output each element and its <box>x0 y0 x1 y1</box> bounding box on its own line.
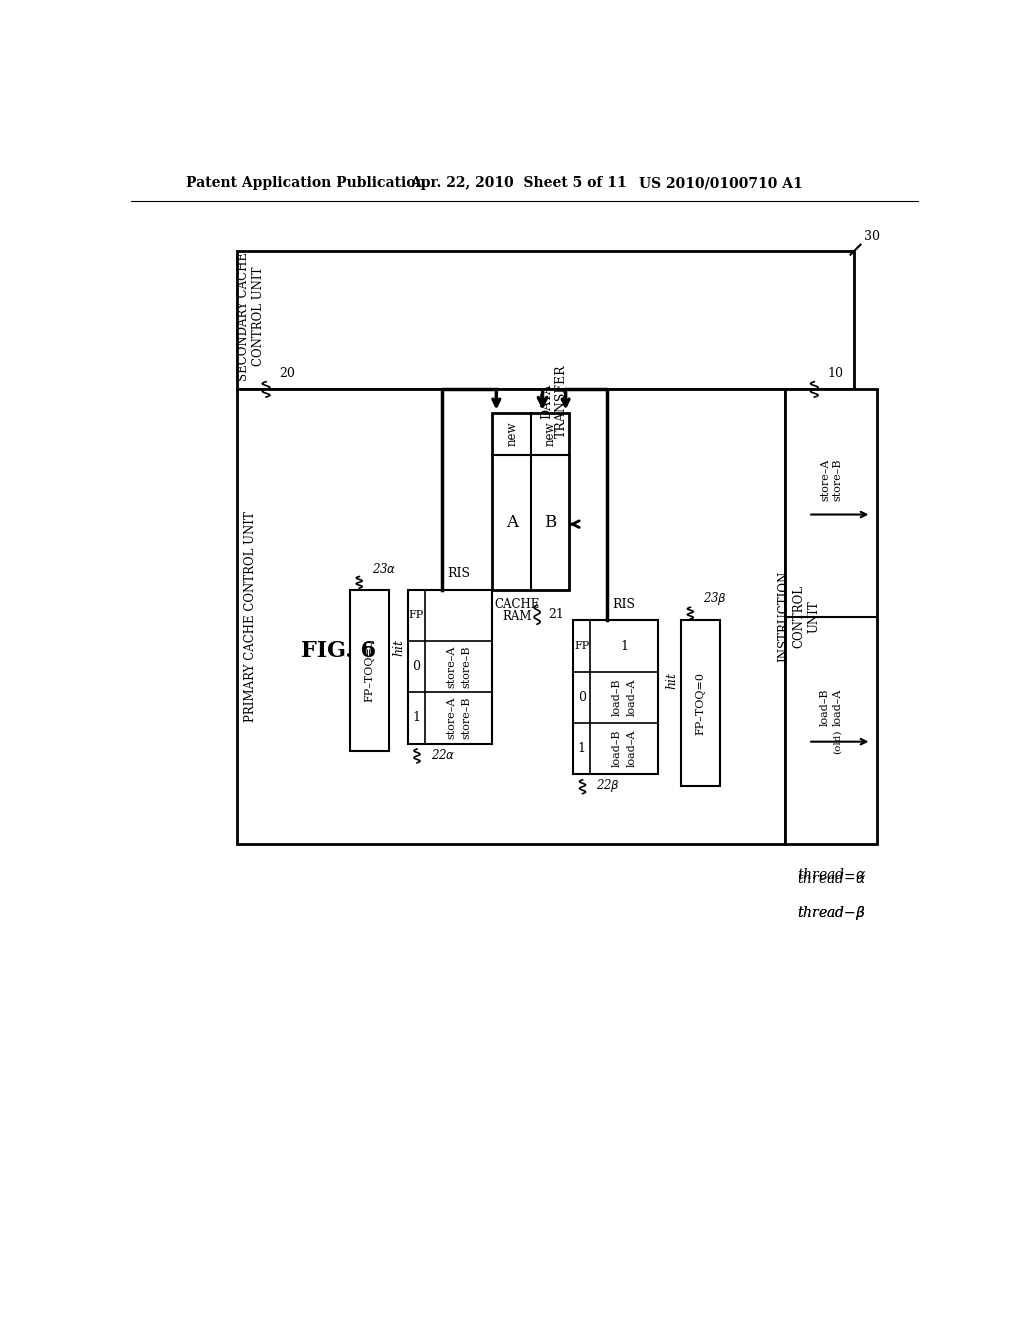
Text: load–A: load–A <box>627 678 637 715</box>
Text: 10: 10 <box>827 367 844 380</box>
Bar <box>350 590 388 751</box>
Bar <box>785 389 878 843</box>
Text: store–B: store–B <box>461 645 471 688</box>
Text: thread$-\beta$: thread$-\beta$ <box>797 904 865 921</box>
Text: load–B: load–B <box>611 678 622 717</box>
Text: 0: 0 <box>413 660 420 673</box>
Text: load–B: load–B <box>611 730 622 767</box>
Text: thread$-\beta$: thread$-\beta$ <box>797 904 865 921</box>
Text: FP–TOQ=0: FP–TOQ=0 <box>365 639 374 702</box>
Text: hit: hit <box>666 672 678 689</box>
Text: new: new <box>505 421 518 446</box>
Text: store–B: store–B <box>461 697 471 739</box>
Text: store–A: store–A <box>445 645 456 688</box>
Text: store–B: store–B <box>833 458 843 502</box>
Text: 22$\beta$: 22$\beta$ <box>596 777 621 795</box>
Bar <box>573 620 658 775</box>
Text: 1: 1 <box>413 711 420 725</box>
Text: FP–TOQ=0: FP–TOQ=0 <box>695 672 706 735</box>
Text: 20: 20 <box>280 367 295 380</box>
Text: FP: FP <box>574 642 590 651</box>
Text: 0: 0 <box>578 690 586 704</box>
Text: US 2010/0100710 A1: US 2010/0100710 A1 <box>639 176 803 190</box>
Text: DATA
TRANSFER: DATA TRANSFER <box>540 364 568 438</box>
Bar <box>237 251 854 389</box>
Text: load–A: load–A <box>833 688 843 726</box>
Text: A: A <box>506 513 518 531</box>
Text: thread$-\alpha$: thread$-\alpha$ <box>797 871 866 886</box>
Text: RAM: RAM <box>503 610 531 623</box>
Text: store–A: store–A <box>820 458 830 502</box>
Text: new: new <box>544 421 557 446</box>
Bar <box>493 413 569 590</box>
Text: B: B <box>544 513 556 531</box>
Text: hit: hit <box>392 639 406 656</box>
Text: load–A: load–A <box>627 730 637 767</box>
Bar <box>237 389 785 843</box>
Text: PRIMARY CACHE CONTROL UNIT: PRIMARY CACHE CONTROL UNIT <box>244 511 257 722</box>
Text: 21: 21 <box>548 607 564 620</box>
Text: 23$\alpha$: 23$\alpha$ <box>372 562 396 576</box>
Text: SECONDARY CACHE
CONTROL UNIT: SECONDARY CACHE CONTROL UNIT <box>237 252 264 380</box>
Text: thread$-\alpha$: thread$-\alpha$ <box>797 867 866 882</box>
Text: 23$\beta$: 23$\beta$ <box>702 590 727 607</box>
Text: RIS: RIS <box>612 598 636 611</box>
Text: Apr. 22, 2010  Sheet 5 of 11: Apr. 22, 2010 Sheet 5 of 11 <box>410 176 627 190</box>
Text: load–B: load–B <box>820 688 830 726</box>
Text: INSTRUCTION
CONTROL
UNIT: INSTRUCTION CONTROL UNIT <box>777 572 820 663</box>
Bar <box>408 590 493 743</box>
Text: CACHE: CACHE <box>495 598 540 611</box>
Text: FP: FP <box>409 610 424 620</box>
Bar <box>681 620 720 785</box>
Text: 1: 1 <box>578 742 586 755</box>
Text: (old): (old) <box>833 730 842 754</box>
Text: FIG. 6: FIG. 6 <box>301 640 376 663</box>
Text: RIS: RIS <box>447 568 470 581</box>
Text: 30: 30 <box>863 230 880 243</box>
Text: store–A: store–A <box>445 697 456 739</box>
Text: Patent Application Publication: Patent Application Publication <box>186 176 426 190</box>
Text: 22$\alpha$: 22$\alpha$ <box>431 748 456 762</box>
Text: 1: 1 <box>621 640 628 652</box>
